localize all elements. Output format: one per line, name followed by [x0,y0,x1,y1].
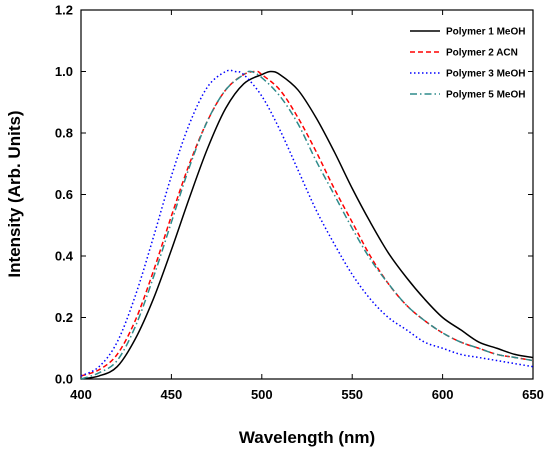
legend-label: Polymer 2 ACN [446,48,518,59]
y-tick-label: 0.8 [55,126,73,141]
x-tick-label: 600 [432,387,454,402]
y-tick-label: 0.2 [55,310,73,325]
series-line-4 [80,70,534,380]
y-tick-label: 0.0 [55,372,73,387]
series-line-2 [80,70,534,377]
y-tick-label: 0.4 [55,249,74,264]
legend-label: Polymer 5 MeOH [446,90,525,101]
y-tick-label: 1.2 [55,3,73,18]
plot-frame [80,9,534,380]
y-tick-label: 0.6 [55,187,73,202]
series-layer [80,69,534,380]
y-axis-ticks: 0.0 0.2 0.4 0.6 0.8 1.0 1.2 [55,3,533,387]
x-tick-label: 550 [341,387,363,402]
x-tick-label: 500 [251,387,273,402]
y-axis-label: Intensity (Arb. Units) [5,110,24,277]
x-axis-ticks: 400 450 500 550 600 650 [70,10,544,402]
x-tick-label: 400 [70,387,92,402]
x-tick-label: 450 [161,387,183,402]
legend-label: Polymer 1 MeOH [446,27,525,38]
x-axis-label: Wavelength (nm) [239,428,375,447]
legend: Polymer 1 MeOH Polymer 2 ACN Polymer 3 MeO… [410,27,525,101]
series-line-3 [80,69,534,377]
legend-label: Polymer 3 MeOH [446,69,525,80]
series-line-1 [80,70,534,380]
x-tick-label: 650 [522,387,544,402]
y-tick-label: 1.0 [55,64,73,79]
